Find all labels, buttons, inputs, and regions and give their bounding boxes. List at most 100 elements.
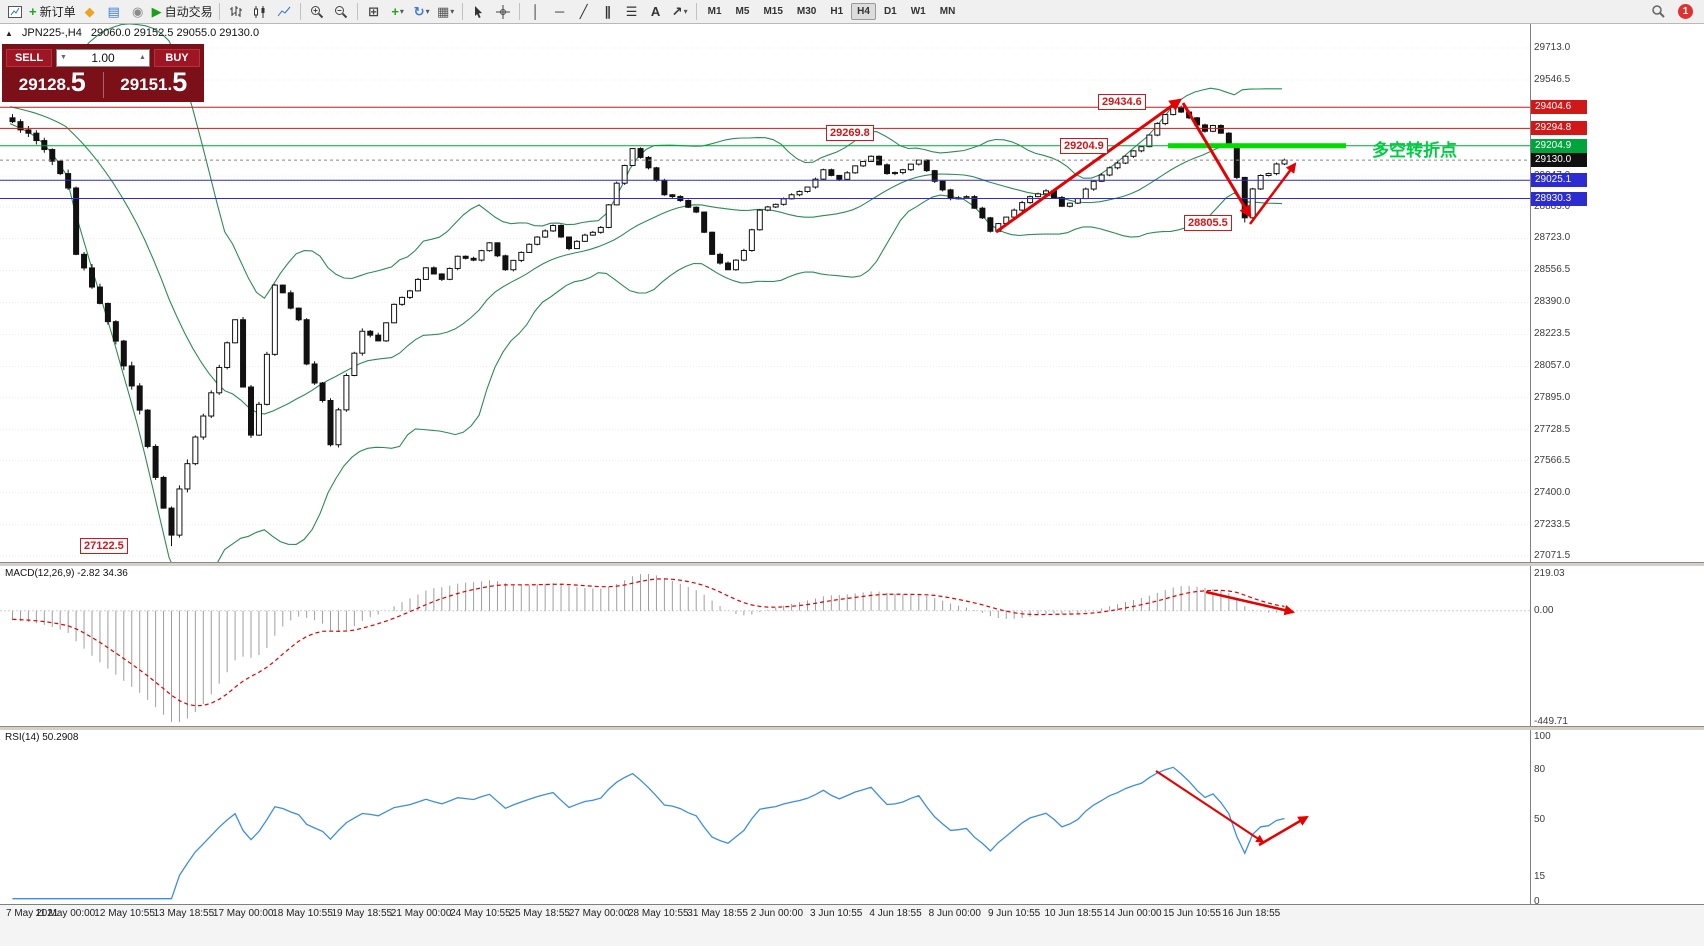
drawing-group: │ ─ ╱ ∥ ☰ A ↗ ▾ — [524, 2, 692, 22]
fibonacci-icon[interactable]: ☰ — [620, 2, 644, 22]
community-icon[interactable]: ◉ — [126, 2, 150, 22]
chevron-down-icon: ▾ — [425, 7, 430, 16]
panel-divider-rsi[interactable] — [0, 726, 1704, 730]
price-axis-label: 28223.5 — [1534, 328, 1571, 340]
tile-windows-icon[interactable]: ⊞ — [362, 2, 386, 22]
price-axis-label: 27400.0 — [1534, 486, 1571, 498]
tf-w1[interactable]: W1 — [910, 6, 926, 17]
zoom-in-icon — [309, 4, 325, 20]
tf-mn[interactable]: MN — [939, 6, 956, 17]
line-chart-icon[interactable] — [272, 2, 296, 22]
trend-arrow[interactable] — [1181, 102, 1252, 219]
text-tool-icon-glyph: A — [650, 4, 661, 19]
trend-arrow[interactable] — [995, 98, 1183, 234]
chart-window-icon[interactable] — [3, 2, 27, 22]
tf-h4[interactable]: H4 — [851, 3, 876, 20]
panel-divider-macd[interactable] — [0, 562, 1704, 566]
market-depth-icon[interactable]: ▤ — [102, 2, 126, 22]
zoom-out-icon[interactable] — [329, 2, 353, 22]
chart-price-label[interactable]: 29269.8 — [826, 125, 874, 142]
period-icon-glyph: ↻ — [413, 3, 425, 19]
indicators-icon[interactable]: + ▾ — [386, 2, 410, 22]
tf-m1[interactable]: M1 — [707, 6, 722, 17]
cursor-icon[interactable] — [467, 2, 491, 22]
time-axis-label: 14 Jun 00:00 — [1103, 908, 1162, 919]
candlestick-icon[interactable] — [248, 2, 272, 22]
chart-window-icon — [7, 4, 23, 20]
turning-point-text[interactable]: 多空转折点 — [1372, 140, 1457, 160]
price-axis-tag: 29404.6 — [1531, 100, 1587, 115]
volume-stepper[interactable]: ▼ 1.00 ▲ — [56, 48, 150, 67]
channel-icon-glyph: ∥ — [604, 3, 611, 19]
vertical-line-icon[interactable]: │ — [524, 2, 548, 22]
volume-down-icon[interactable]: ▼ — [60, 54, 67, 61]
chart-price-label[interactable]: 29434.6 — [1098, 93, 1146, 110]
autotrading-button-glyph: ▶ — [151, 3, 162, 19]
zoom-in-icon[interactable] — [305, 2, 329, 22]
turning-point-segment[interactable] — [1168, 143, 1346, 149]
time-axis-label: 28 May 10:55 — [627, 908, 689, 919]
time-axis-label: 10 Jun 18:55 — [1044, 908, 1103, 919]
chart-header: ▲ JPN225-,H4 29060.0 29152.5 29055.0 291… — [5, 27, 259, 39]
chart-ohlc-values: 29060.0 29152.5 29055.0 29130.0 — [90, 27, 260, 39]
price-divider — [102, 72, 104, 98]
trendline-icon[interactable]: ╱ — [572, 2, 596, 22]
period-icon[interactable]: ↻ ▾ — [410, 2, 434, 22]
time-axis-label: 2 Jun 00:00 — [750, 908, 804, 919]
charts-group: + 新订单 ◆ ▤ ◉ ▶ 自动交易 — [3, 2, 215, 22]
new-order-button[interactable]: + 新订单 — [27, 2, 78, 22]
rsi-axis-label: 50 — [1534, 813, 1546, 825]
search-icon[interactable] — [1646, 2, 1670, 22]
buy-price[interactable]: 29151. 5 — [104, 68, 205, 99]
zoom-out-icon — [333, 4, 349, 20]
chart-price-label[interactable]: 28805.5 — [1184, 214, 1232, 231]
tf-d1[interactable]: D1 — [883, 6, 897, 17]
chart-symbol-period: JPN225-,H4 — [21, 27, 82, 39]
toolbar: + 新订单 ◆ ▤ ◉ ▶ 自动交易 ⊞ + ▾ ↻ ▾ ▦ ▾ │ ─ ╱ ∥ ☰ A ↗ ▾ M1 M5 M15 M30 H1 H… — [0, 0, 1704, 24]
tf-h1[interactable]: H1 — [830, 6, 844, 17]
template-icon[interactable]: ▦ ▾ — [434, 2, 458, 22]
time-axis-label: 24 May 10:55 — [450, 908, 511, 919]
price-axis-label: 28057.0 — [1534, 360, 1571, 372]
trend-arrow[interactable] — [1249, 162, 1297, 225]
mql5-market-icon[interactable]: ◆ — [78, 2, 102, 22]
price-axis-label: 27071.5 — [1534, 549, 1571, 561]
autotrading-button-label: 自动交易 — [164, 5, 213, 19]
trend-arrow[interactable] — [1258, 815, 1309, 847]
collapse-trade-panel-icon[interactable]: ▲ — [5, 28, 13, 38]
macd-histogram — [12, 574, 1285, 722]
trend-arrow[interactable] — [1205, 590, 1296, 616]
volume-value[interactable]: 1.00 — [91, 50, 115, 65]
text-tool-icon[interactable]: A — [644, 2, 668, 22]
notification-badge[interactable]: 1 — [1678, 4, 1693, 19]
arrows-tool-icon[interactable]: ↗ ▾ — [668, 2, 692, 22]
chart-price-label[interactable]: 29204.9 — [1060, 137, 1108, 154]
chart-price-label[interactable]: 27122.5 — [80, 538, 128, 555]
horizontal-line-icon[interactable]: ─ — [548, 2, 572, 22]
macd-indicator-label: MACD(12,26,9) -2.82 34.36 — [5, 568, 128, 579]
sell-button[interactable]: SELL — [6, 48, 52, 67]
bar-chart-icon[interactable] — [224, 2, 248, 22]
rsi-indicator-label: RSI(14) 50.2908 — [5, 732, 79, 743]
autotrading-button[interactable]: ▶ 自动交易 — [150, 2, 215, 22]
tf-m30[interactable]: M30 — [796, 6, 817, 17]
time-axis[interactable] — [0, 904, 1704, 946]
rsi-axis-label: 0 — [1534, 896, 1540, 907]
buy-button[interactable]: BUY — [154, 48, 200, 67]
tf-m15[interactable]: M15 — [763, 6, 783, 17]
sell-price[interactable]: 29128. 5 — [2, 68, 103, 99]
toolbar-separator — [518, 3, 520, 20]
tile-windows-icon-glyph: ⊞ — [368, 3, 380, 19]
crosshair-icon — [495, 4, 511, 20]
macd-axis-label: 219.03 — [1534, 568, 1565, 579]
volume-up-icon[interactable]: ▲ — [139, 54, 146, 61]
price-axis-tag: 29204.9 — [1531, 138, 1587, 153]
rsi-axis-label: 100 — [1534, 731, 1551, 742]
channel-icon[interactable]: ∥ — [596, 2, 620, 22]
crosshair-icon[interactable] — [491, 2, 515, 22]
window-group: ⊞ + ▾ ↻ ▾ ▦ ▾ — [362, 2, 458, 22]
tf-m5[interactable]: M5 — [735, 6, 750, 17]
price-axis-separator — [1530, 24, 1531, 904]
trend-arrow[interactable] — [1155, 770, 1265, 843]
community-icon-glyph: ◉ — [131, 3, 144, 19]
